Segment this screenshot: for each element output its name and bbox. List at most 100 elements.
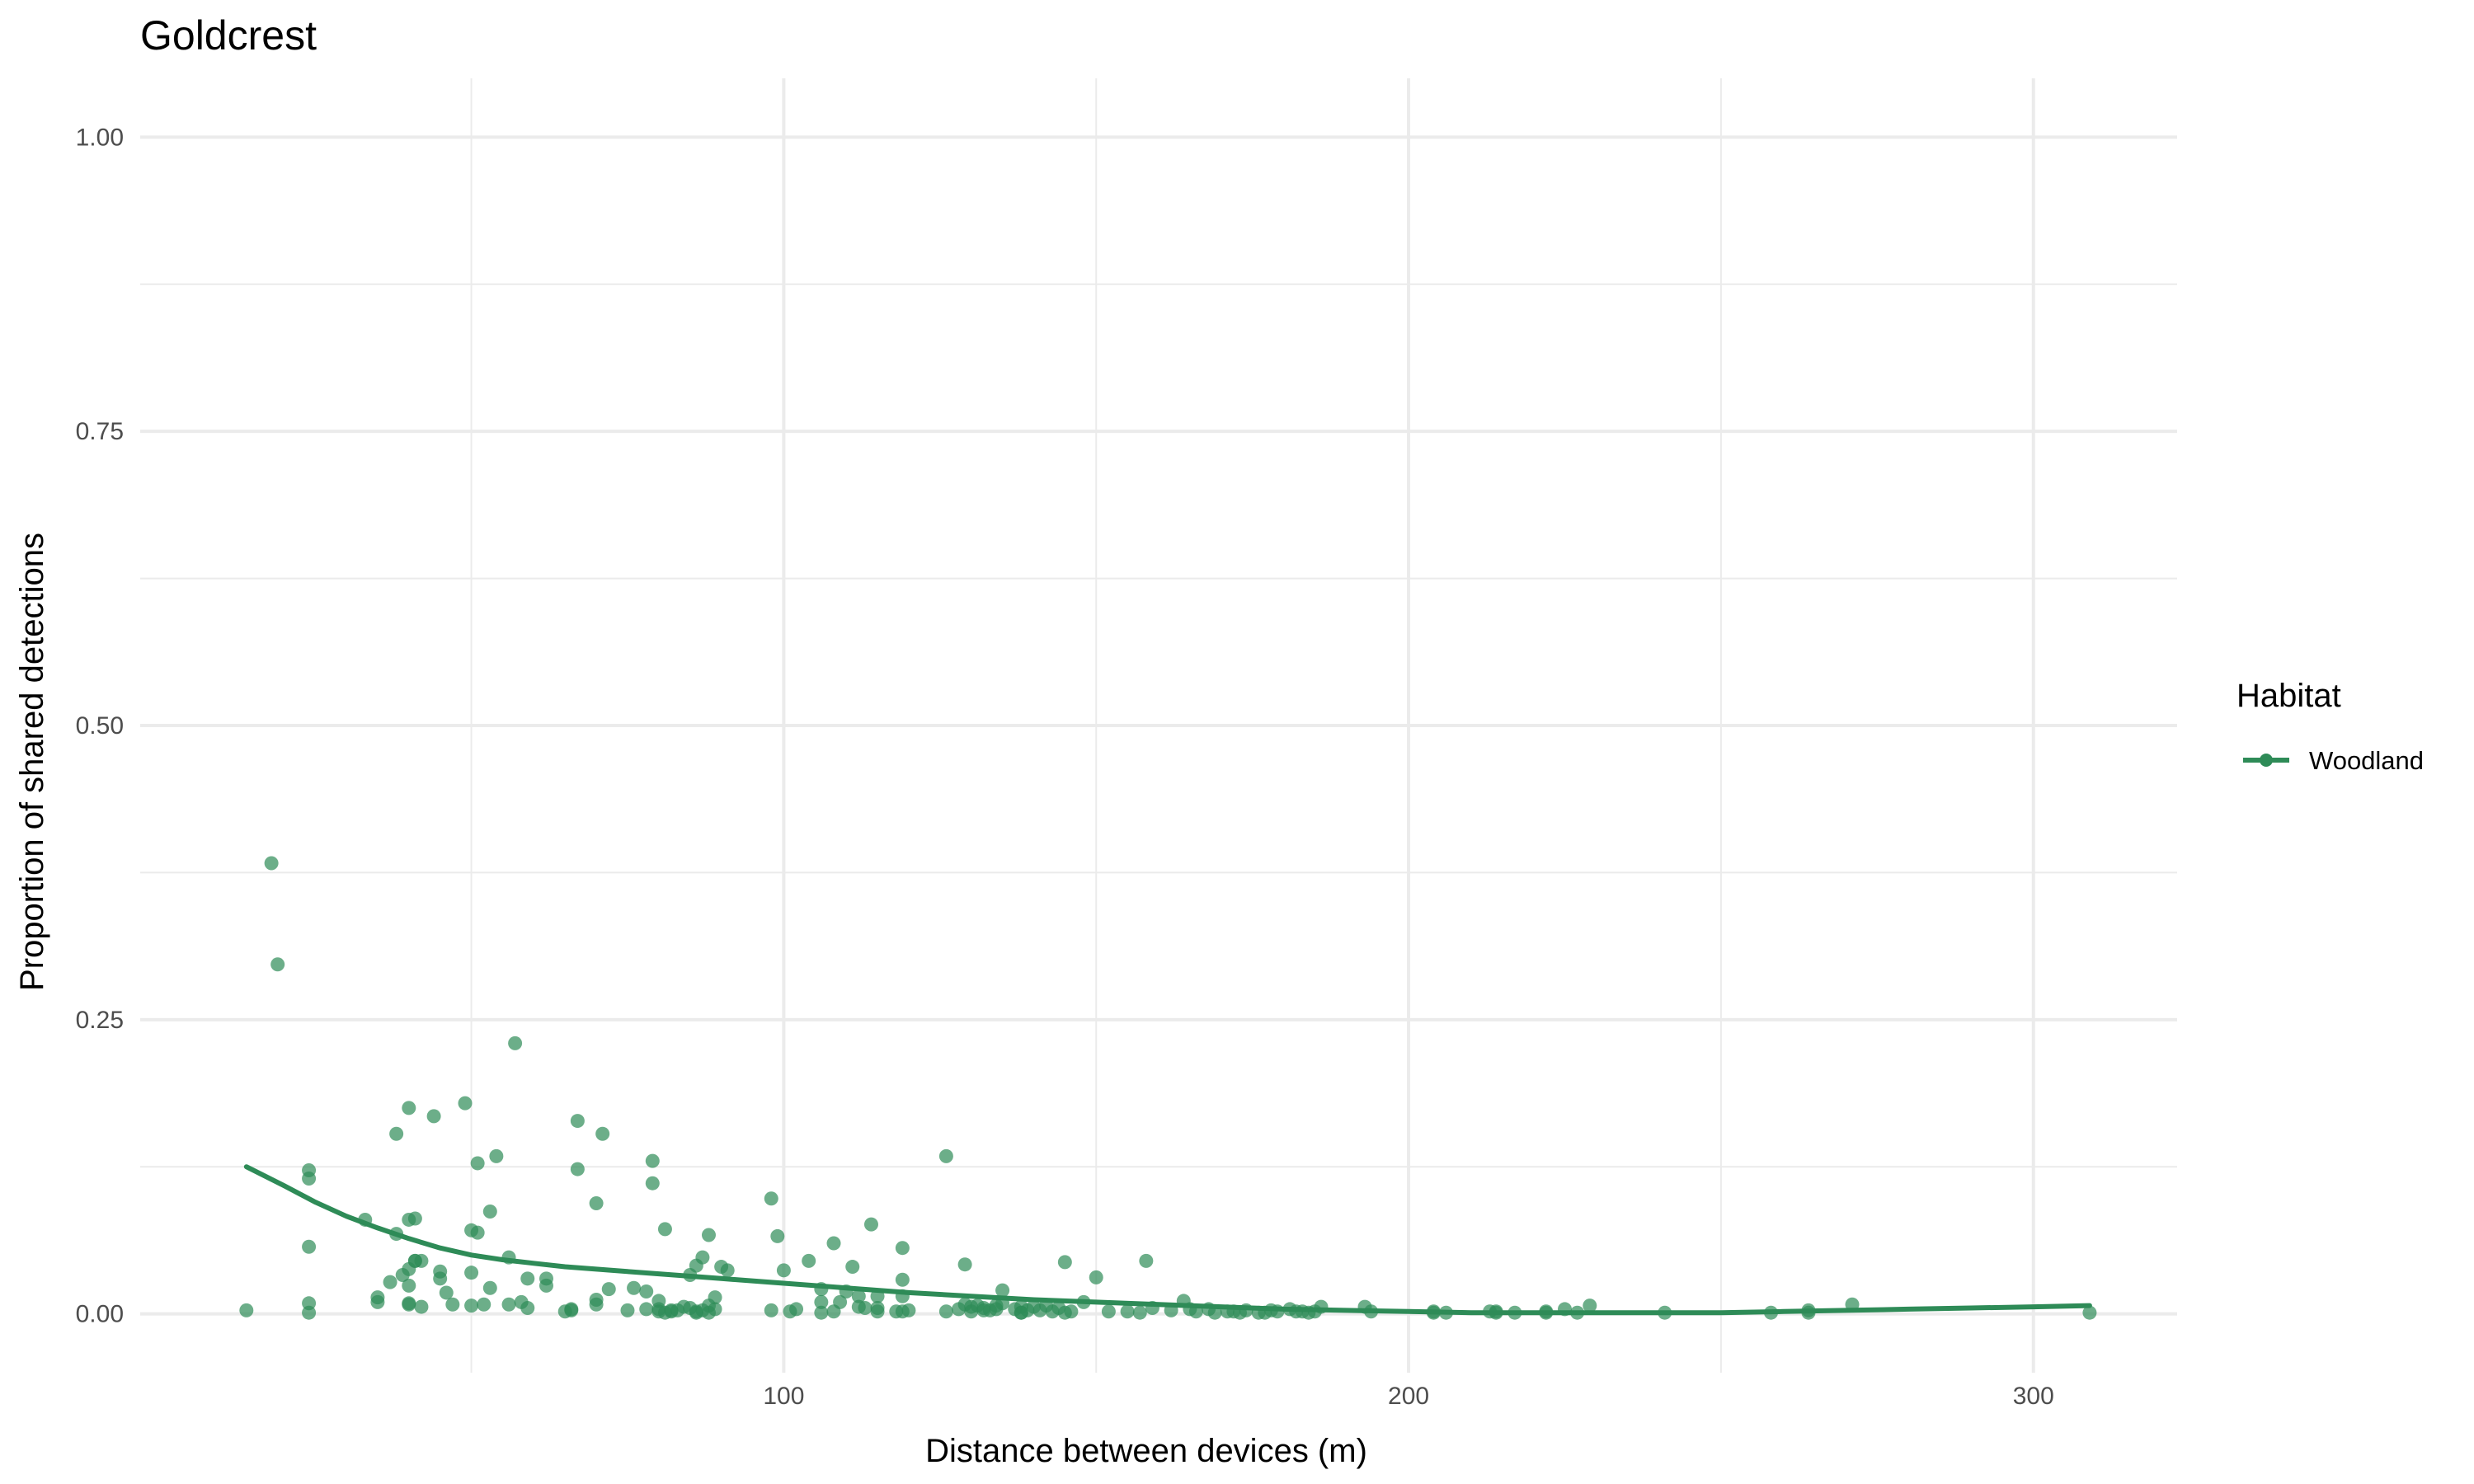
data-point [520,1301,535,1315]
data-point [938,1304,953,1319]
x-axis-title: Distance between devices (m) [925,1433,1367,1469]
data-point [426,1109,441,1124]
data-point [402,1278,416,1293]
data-point [1120,1304,1135,1319]
scatter-points [239,856,2097,1320]
data-point [1064,1304,1079,1319]
data-point [570,1162,585,1176]
data-point [383,1275,397,1289]
data-point [863,1217,878,1232]
data-point [539,1271,553,1286]
data-point [402,1297,416,1312]
data-point [845,1260,860,1275]
data-point [764,1303,778,1317]
data-point [239,1303,254,1317]
trend-line-group [243,1164,2092,1316]
data-point [501,1297,516,1312]
x-tick-label: 300 [2013,1383,2054,1410]
data-point [489,1148,504,1163]
data-point [901,1303,916,1317]
data-point [464,1298,479,1313]
data-point [695,1250,710,1265]
x-tick-label: 100 [763,1383,804,1410]
data-point [814,1305,829,1320]
y-tick-labels: 0.00 0.25 0.50 0.75 1.00 [76,124,124,1327]
data-point [445,1297,460,1312]
data-point [589,1293,604,1308]
data-point [620,1303,635,1317]
data-point [1132,1305,1147,1320]
data-point [1583,1298,1597,1313]
data-point [433,1264,448,1279]
data-point [595,1126,610,1141]
data-point [389,1126,404,1141]
y-tick-label: 0.00 [76,1301,124,1328]
data-point [402,1101,416,1115]
data-point [627,1280,642,1295]
data-point [645,1176,660,1190]
data-point [458,1096,473,1111]
y-tick-label: 0.50 [76,712,124,740]
data-point [764,1191,778,1206]
data-point [520,1271,535,1286]
data-point [708,1302,722,1317]
y-tick-label: 0.75 [76,418,124,445]
major-gridlines [140,78,2177,1373]
data-point [1057,1255,1072,1270]
data-point [302,1305,317,1320]
data-point [826,1236,841,1251]
data-point [639,1284,654,1299]
data-point [589,1195,604,1210]
data-point [833,1294,848,1309]
data-point [789,1302,804,1317]
data-point [570,1114,585,1129]
legend-label-woodland: Woodland [2309,746,2424,775]
data-point [802,1253,816,1268]
data-point [701,1228,716,1242]
data-point [2082,1305,2097,1320]
data-point [657,1222,672,1237]
data-point [477,1297,492,1312]
data-point [776,1263,791,1278]
data-point [564,1303,579,1317]
data-point [264,856,279,871]
data-point [957,1257,972,1272]
trend-line [243,1164,2092,1316]
data-point [482,1280,497,1295]
data-point [870,1301,885,1315]
data-point [414,1299,429,1314]
data-point [370,1294,385,1309]
data-point [995,1283,1010,1298]
data-point [895,1272,910,1287]
legend: Habitat Woodland [2236,678,2424,775]
data-point [770,1228,785,1243]
data-point [439,1285,454,1300]
data-point [508,1036,523,1050]
data-point [407,1211,422,1226]
data-point [601,1282,616,1297]
data-point [1139,1253,1154,1268]
data-point [464,1266,479,1280]
y-tick-label: 1.00 [76,124,124,151]
data-point [814,1294,829,1309]
data-point [270,957,285,972]
data-point [851,1289,866,1303]
data-point [895,1241,910,1256]
y-axis-title: Proportion of shared detections [14,533,50,991]
data-point [302,1163,317,1178]
data-point [938,1148,953,1163]
data-point [1101,1304,1116,1319]
y-tick-label: 0.25 [76,1007,124,1034]
x-tick-labels: 100 200 300 [763,1383,2053,1410]
data-point [639,1302,654,1317]
data-point [708,1290,722,1305]
legend-key-point [2260,754,2273,767]
chart-title: Goldcrest [140,12,317,59]
data-point [414,1253,429,1268]
data-point [482,1204,497,1219]
data-point [858,1301,872,1315]
x-tick-label: 200 [1388,1383,1429,1410]
data-point [1089,1270,1103,1284]
data-point [720,1263,735,1278]
